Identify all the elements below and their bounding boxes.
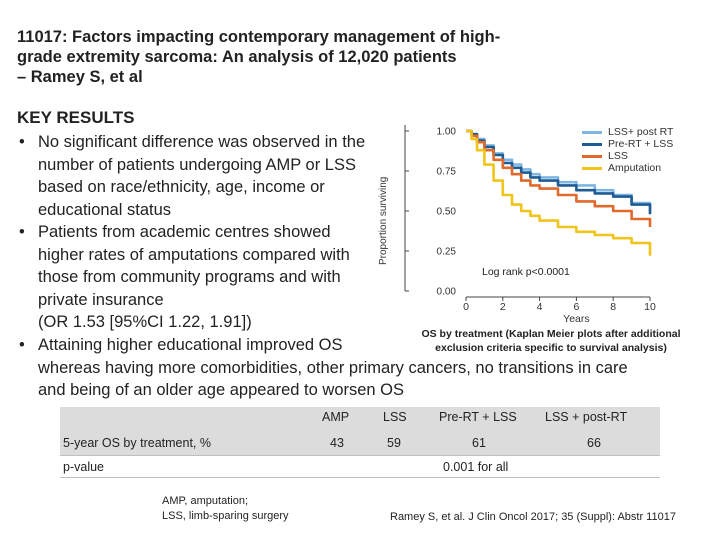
legend-swatch [582,143,602,146]
bullet-text-line: whereas having more comorbidities, other… [38,358,628,377]
column-header-lss: LSS [383,410,407,424]
x-tick-label: 4 [537,301,543,313]
caption-line: OS by treatment (Kaplan Meier plots afte… [421,328,681,340]
km-curve-pre-rt-lss [466,129,652,215]
slide-title: 11017: Factors impacting contemporary ma… [17,27,577,87]
km-survival-chart: 0.00 0.25 0.50 0.75 1.00 0 2 4 6 8 10 Years [404,125,656,325]
legend-label: Amputation [608,162,662,174]
title-line: grade extremity sarcoma: An analysis of … [17,48,457,66]
x-axis-label: Years [563,313,589,325]
bullet-text-line: private insurance [38,290,164,309]
y-tick-label: 0.50 [437,207,457,218]
bullet-marker: • [19,223,25,241]
x-tick-label: 6 [573,301,579,313]
x-tick-label: 10 [644,301,656,313]
x-tick-label: 0 [463,301,469,313]
os-row-label: 5-year OS by treatment, % [63,436,211,450]
chart-caption: OS by treatment (Kaplan Meier plots afte… [396,327,706,355]
y-tick-label: 0.00 [437,287,457,298]
pvalue-value: 0.001 for all [443,460,509,474]
bullet-text-line: those from community programs and with [38,268,341,286]
km-curve-amputation [466,129,652,256]
legend-label: LSS+ post RT [608,126,674,138]
table-bottom-rule [60,477,660,478]
y-tick-label: 0.75 [437,167,457,178]
bullet-text-line: Patients from academic centres showed [38,223,331,241]
os-value-pre-rt-lss: 61 [472,436,486,450]
bullet-marker: • [19,133,25,151]
x-tick-label: 2 [500,301,506,313]
table-header-shade [60,407,660,455]
table-divider [60,455,660,456]
column-header-lss-post-rt: LSS + post-RT [545,410,628,424]
footnote-line: LSS, limb-sparing surgery [162,510,289,522]
bullet-text-line: higher rates of amputations compared wit… [38,245,350,264]
key-results-heading: KEY RESULTS [17,108,135,127]
os-value-lss-post-rt: 66 [587,436,601,450]
y-tick-label: 0.25 [437,247,457,258]
title-line: – Ramey S, et al [17,68,143,86]
km-curve-lss [466,129,652,227]
log-rank-annotation: Log rank p<0.0001 [482,266,570,278]
bullet-marker: • [19,336,25,354]
km-curve-lss-post-rt [466,129,652,213]
title-line: 11017: Factors impacting contemporary ma… [17,28,501,46]
bullet-text-line: Attaining higher educational improved OS [38,336,343,354]
caption-line: exclusion criteria specific to survival … [435,342,667,354]
y-tick-label: 1.00 [437,127,457,138]
footnote-line: AMP, amputation; [162,495,249,507]
bullet-text-line: based on race/ethnicity, age, income or [38,178,325,196]
bullet-text-line: and being of an older age appeared to wo… [38,381,405,399]
x-tick-label: 8 [610,301,616,313]
bullet-text-line: (OR 1.53 [95%CI 1.22, 1.91]) [38,313,252,331]
y-axis-label: Proportion surviving [378,176,389,265]
bullet-text-line: educational status [38,200,172,219]
bullet-text-line: No significant difference was observed i… [38,133,366,151]
citation: Ramey S, et al. J Clin Oncol 2017; 35 (S… [390,511,676,523]
os-value-lss: 59 [387,436,401,450]
legend-swatch [582,131,602,134]
os-stats-table: AMP LSS Pre-RT + LSS LSS + post-RT 5-yea… [60,407,660,478]
legend-label: Pre-RT + LSS [608,138,674,150]
bullet-text-line: number of patients undergoing AMP or LSS [38,155,356,174]
os-value-amp: 43 [330,436,344,450]
legend-swatch [582,167,602,170]
legend-swatch [582,155,602,158]
column-header-pre-rt-lss: Pre-RT + LSS [439,410,517,424]
pvalue-label: p-value [63,460,104,474]
abbreviations-footnote: AMP, amputation; LSS, limb-sparing surge… [162,494,289,524]
legend-label: LSS [608,150,628,162]
column-header-amp: AMP [322,410,350,424]
